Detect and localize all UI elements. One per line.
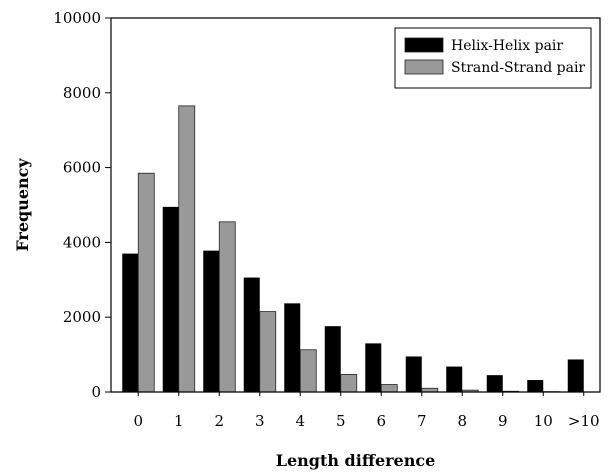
axes-layer: 0 2000 4000 6000 8000 10000 0 1 2 3 4 5 6 7 8 9 10 >10 (53, 9, 601, 430)
strand-bar-6 (380, 384, 398, 393)
x-tick-label: 10 (534, 412, 553, 430)
strand-bar-2 (218, 221, 236, 393)
y-tick-label: 6000 (63, 159, 101, 177)
y-tick-label: 2000 (63, 308, 101, 326)
x-tick-label: 6 (376, 412, 386, 430)
helix-bar-1 (162, 206, 179, 392)
helix-bar-4 (284, 303, 301, 392)
strand-bar-3 (259, 311, 277, 393)
legend-label: Strand-Strand pair (451, 60, 585, 76)
strand-bar-5 (340, 374, 358, 393)
bars-layer (122, 105, 584, 393)
strand-bar-0 (137, 172, 155, 393)
x-axis-title: Length difference (276, 451, 436, 470)
helix-bar-6 (365, 343, 382, 392)
x-tick-label: >10 (568, 412, 600, 430)
y-tick-label: 10000 (53, 9, 101, 27)
helix-bar->10 (567, 359, 584, 392)
helix-bar-8 (446, 366, 463, 392)
legend-box (394, 27, 592, 89)
helix-bar-0 (122, 253, 139, 392)
x-tick-label: 2 (214, 412, 224, 430)
x-tick-label: 4 (295, 412, 305, 430)
helix-bar-3 (243, 277, 260, 392)
x-tick-label: 7 (417, 412, 427, 430)
helix-bar-10 (527, 380, 544, 392)
plot-frame (110, 17, 601, 393)
legend-label: Helix-Helix pair (451, 38, 563, 54)
helix-bar-9 (486, 375, 503, 392)
y-tick-label: 8000 (63, 84, 101, 102)
x-tick-label: 8 (457, 412, 467, 430)
x-tick-label: 0 (133, 412, 143, 430)
x-tick-label: 9 (498, 412, 508, 430)
legend-swatch (404, 59, 444, 75)
x-tick-label: 1 (174, 412, 184, 430)
strand-bar-1 (178, 105, 196, 393)
helix-bar-7 (405, 356, 422, 392)
helix-bar-5 (324, 326, 341, 392)
y-tick-label: 4000 (63, 233, 101, 251)
helix-bar-2 (203, 250, 220, 392)
x-tick-label: 3 (255, 412, 265, 430)
y-axis-title: Frequency (13, 158, 32, 252)
legend-swatch (404, 37, 444, 53)
x-tick-label: 5 (336, 412, 346, 430)
legend: Helix-Helix pair Strand-Strand pair (394, 27, 592, 89)
strand-bar-4 (299, 349, 317, 393)
y-tick-label: 0 (91, 383, 101, 401)
